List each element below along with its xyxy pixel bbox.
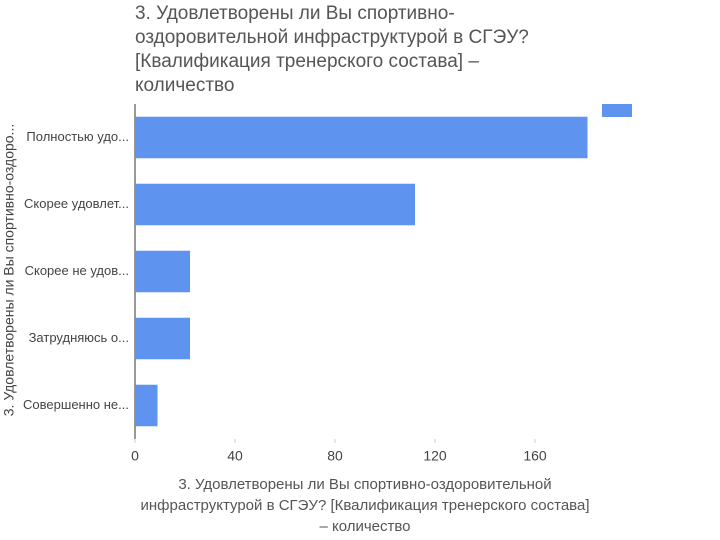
y-tick-label: Затрудняюсь о... bbox=[29, 330, 129, 345]
chart-title: 3. Удовлетворены ли Вы спортивно-оздоров… bbox=[135, 3, 529, 96]
y-tick-label: Полностью удо... bbox=[26, 129, 129, 144]
bar bbox=[135, 317, 190, 360]
x-tick-label: 40 bbox=[227, 448, 243, 464]
y-axis-label: 3. Удовлетворены ли Вы спортивно-оздоро.… bbox=[1, 124, 17, 416]
y-tick-label: Скорее не удов... bbox=[25, 263, 129, 278]
bar bbox=[135, 384, 158, 427]
x-tick-label: 120 bbox=[423, 448, 447, 464]
y-tick-label: Скорее удовлет... bbox=[24, 196, 129, 211]
bar bbox=[135, 116, 588, 159]
legend-swatch bbox=[602, 104, 632, 117]
bar bbox=[135, 250, 190, 293]
x-tick-label: 80 bbox=[327, 448, 343, 464]
x-tick-label: 0 bbox=[131, 448, 139, 464]
x-axis-label: 3. Удовлетворены ли Вы спортивно-оздоров… bbox=[140, 476, 590, 535]
bar bbox=[135, 183, 415, 226]
y-tick-label: Совершенно не... bbox=[23, 397, 129, 412]
x-tick-label: 160 bbox=[523, 448, 547, 464]
